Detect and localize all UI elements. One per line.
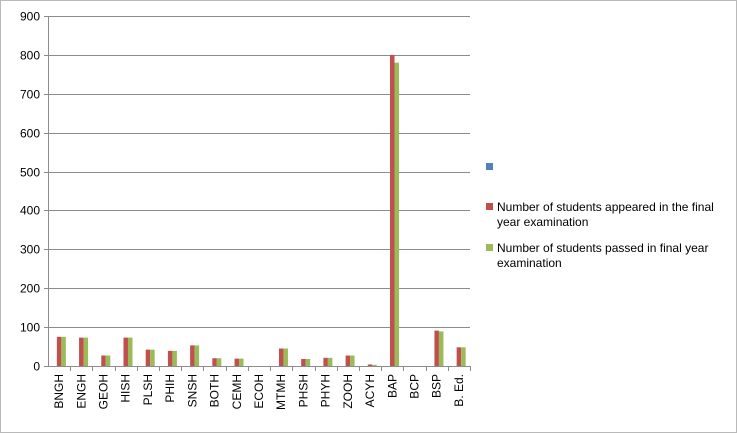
x-tick-label: BNGH — [52, 374, 66, 409]
bar-cemh-s1 — [234, 358, 240, 366]
legend-swatch — [486, 163, 493, 170]
bar-bngh-s1 — [56, 336, 62, 366]
bar-bsp-s2 — [438, 331, 444, 366]
y-tick-label: 400 — [20, 204, 40, 218]
y-tick-label: 700 — [20, 88, 40, 102]
bar-acyh-s2 — [372, 364, 377, 366]
y-tick-label: 600 — [20, 127, 40, 141]
legend-swatch — [486, 244, 493, 251]
legend-label: Number of students passed in final year e… — [497, 241, 708, 270]
y-tick-label: 500 — [20, 166, 40, 180]
bar-phsh-s2 — [305, 359, 311, 366]
bar-bed-s1 — [456, 347, 462, 366]
bar-engh-s1 — [79, 337, 84, 366]
bar-geoh-s1 — [101, 355, 106, 366]
x-tick-label: BSP — [430, 374, 444, 398]
y-tick-label: 100 — [20, 321, 40, 335]
x-tick-label: B. Ed. — [452, 374, 466, 407]
x-tick-label: BOTH — [208, 374, 222, 407]
bar-both-s1 — [212, 358, 217, 366]
bar-bngh-s2 — [61, 336, 66, 366]
x-tick-label: PHIH — [163, 374, 177, 403]
bars — [56, 54, 466, 367]
bar-zooh-s2 — [350, 355, 355, 366]
bar-zooh-s1 — [345, 355, 351, 366]
bar-bap-s1 — [390, 54, 395, 367]
x-tick-label: PHYH — [319, 374, 333, 407]
bar-mtmh-s1 — [278, 348, 284, 366]
x-tick-label: MTMH — [274, 374, 288, 410]
x-tick-label: PLSH — [141, 374, 155, 405]
x-tick-label: ECOH — [252, 374, 266, 409]
y-axis: 0 100 200 300 400 500 600 700 800 900 — [20, 10, 49, 374]
x-tick-label: BAP — [385, 374, 399, 398]
bar-bsp-s1 — [434, 330, 439, 366]
bar-plsh-s1 — [145, 349, 151, 366]
x-tick-label: CEMH — [230, 374, 244, 409]
y-tick-label: 0 — [33, 360, 40, 374]
bar-engh-s2 — [83, 337, 89, 366]
x-tick-label: ACYH — [363, 374, 377, 407]
y-tick-label: 300 — [20, 243, 40, 257]
legend: Number of students appeared in the final… — [486, 163, 714, 270]
bar-hish-s1 — [123, 337, 128, 366]
x-tick-label: ENGH — [74, 374, 88, 409]
bar-bed-s2 — [461, 347, 466, 366]
legend-swatch — [486, 203, 493, 210]
bar-bap-s2 — [394, 62, 400, 367]
y-tick-label: 800 — [20, 49, 40, 63]
y-tick-label: 200 — [20, 282, 40, 296]
bar-mtmh-s2 — [283, 348, 288, 366]
bar-geoh-s2 — [105, 355, 111, 366]
bar-snsh-s2 — [194, 345, 200, 366]
bar-phyh-s1 — [323, 357, 328, 366]
x-tick-label: SNSH — [185, 374, 199, 407]
x-tick-label: GEOH — [97, 374, 111, 409]
gridlines — [48, 16, 470, 328]
bar-snsh-s1 — [190, 345, 195, 366]
x-tick-label: HISH — [119, 374, 133, 403]
x-tick-label: BCP — [407, 374, 421, 399]
bar-cemh-s2 — [239, 358, 244, 366]
x-tick-label: PHSH — [296, 374, 310, 407]
x-tick-label: ZOOH — [341, 374, 355, 409]
bar-plsh-s2 — [150, 349, 155, 366]
bar-acyh-s1 — [367, 364, 373, 366]
bar-hish-s2 — [127, 337, 133, 366]
bar-phsh-s1 — [301, 359, 306, 366]
bar-phyh-s2 — [327, 357, 333, 366]
legend-label: Number of students appeared in the final… — [497, 200, 714, 229]
bar-phih-s1 — [167, 350, 173, 366]
bar-phih-s2 — [172, 350, 177, 366]
y-tick-label: 900 — [20, 10, 40, 24]
x-axis: BNGH ENGH GEOH HISH PLSH PHIH SNSH BOTH CEMH ECOH… — [48, 366, 471, 410]
bar-both-s2 — [216, 358, 222, 366]
